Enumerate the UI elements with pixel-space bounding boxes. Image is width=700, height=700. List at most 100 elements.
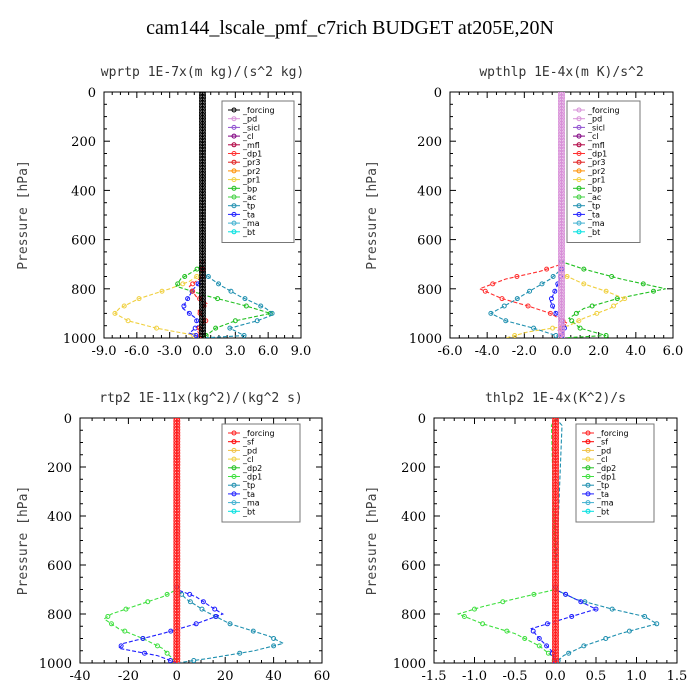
- legend-marker: [576, 116, 582, 122]
- series-marker: [250, 628, 256, 634]
- legend-marker: [576, 185, 582, 191]
- y-tick-label: 0: [64, 412, 72, 427]
- series-marker: [164, 591, 170, 597]
- series-marker: [185, 296, 191, 302]
- y-tick-label: 200: [417, 135, 442, 150]
- legend-marker: [576, 133, 582, 139]
- legend-label: _pr1: [587, 176, 605, 185]
- legend-label: _mfl: [587, 141, 605, 150]
- series-marker: [258, 303, 264, 309]
- series-marker: [578, 599, 584, 605]
- series-marker: [603, 636, 609, 641]
- series-marker: [594, 310, 600, 316]
- legend-marker: [231, 151, 237, 156]
- legend-label: _forcing: [596, 429, 629, 438]
- y-tick-label: 800: [417, 283, 442, 298]
- series-marker: [136, 296, 142, 302]
- y-tick-label: 800: [71, 283, 96, 298]
- legend-label: _tp: [242, 202, 255, 211]
- series-marker: [194, 274, 200, 279]
- legend-marker: [585, 465, 591, 471]
- series-marker: [531, 591, 537, 597]
- x-tick-label: -1.0: [462, 669, 487, 684]
- y-tick-label: 200: [47, 461, 72, 476]
- series-marker: [199, 330, 206, 338]
- series-line-dp1: [103, 418, 178, 663]
- legend-label: _forcing: [587, 106, 620, 115]
- series-marker: [566, 650, 572, 656]
- series-marker: [228, 288, 234, 294]
- legend-marker: [231, 500, 237, 506]
- legend-label: _sf: [596, 438, 608, 447]
- legend-marker: [576, 211, 582, 217]
- legend-label: _bp: [242, 184, 257, 193]
- y-tick-label: 0: [418, 412, 426, 427]
- panel-title: thlp2 1E-4x(K^2)/s: [485, 391, 626, 406]
- legend-marker: [231, 439, 237, 445]
- series-marker: [576, 318, 582, 324]
- series-marker: [522, 636, 528, 641]
- series-marker: [181, 303, 187, 309]
- legend-marker: [231, 447, 237, 453]
- x-tick-label: 1.5: [667, 669, 688, 684]
- legend-label: _ma: [587, 219, 605, 228]
- legend-marker: [576, 229, 582, 235]
- y-tick-label: 400: [71, 184, 96, 199]
- series-marker: [182, 274, 188, 279]
- legend-marker: [231, 474, 237, 479]
- chart-panel-3: rtp2 1E-11x(kg^2)/(kg^2 s) Pressure [hPa]…: [16, 391, 330, 684]
- legend-label: _ma: [242, 219, 260, 228]
- x-tick-label: -0.5: [502, 669, 527, 684]
- legend-label: _ta: [587, 210, 600, 219]
- series-marker: [193, 333, 199, 338]
- series-marker: [500, 599, 506, 605]
- legend-marker: [576, 177, 582, 183]
- x-tick-label: 20: [217, 669, 234, 684]
- x-tick-label: 4.0: [625, 344, 646, 359]
- panel-title: wpthlp 1E-4x(m K)/s^2: [479, 65, 643, 80]
- series-marker: [553, 310, 559, 316]
- plot-area: [103, 418, 285, 663]
- x-tick-label: -40: [70, 669, 91, 684]
- series-marker: [581, 266, 587, 272]
- series-marker: [164, 650, 170, 656]
- series-marker: [180, 281, 186, 287]
- series-marker: [145, 599, 151, 605]
- legend: _forcing_sf_pd_cl_dp2_dp1_tp_ta_ma_bt: [575, 423, 655, 523]
- y-tick-label: 1000: [409, 332, 442, 347]
- x-tick-label: 0.0: [192, 344, 213, 359]
- legend-label: _pd: [596, 446, 611, 455]
- series-marker: [472, 606, 477, 612]
- legend-marker: [231, 482, 237, 488]
- series-marker: [552, 658, 559, 663]
- series-marker: [539, 281, 545, 287]
- series-marker: [581, 643, 587, 649]
- legend-label: _dp1: [596, 473, 616, 482]
- series-line-tp: [201, 92, 275, 338]
- series-marker: [199, 333, 206, 338]
- plot-area: [478, 92, 666, 338]
- legend-label: _ac: [587, 193, 601, 202]
- legend-label: _ma: [596, 499, 614, 508]
- x-tick-label: 2.0: [588, 344, 609, 359]
- series-marker: [581, 281, 587, 287]
- series-marker: [548, 296, 554, 302]
- series-marker: [154, 325, 160, 331]
- series-marker: [490, 281, 496, 287]
- legend-label: _forcing: [242, 429, 275, 438]
- legend-label: _dp1: [242, 150, 262, 159]
- legend-marker: [231, 177, 237, 183]
- legend-label: _sicl: [242, 123, 260, 132]
- series-marker: [159, 288, 165, 294]
- y-axis-label: Pressure [hPa]: [16, 160, 31, 270]
- series-marker: [642, 613, 648, 619]
- series-line-tp: [489, 92, 563, 338]
- series-marker: [480, 621, 486, 627]
- series-line-ta: [530, 418, 598, 663]
- series-marker: [503, 318, 509, 324]
- legend-marker: [231, 229, 237, 235]
- legend-marker: [231, 456, 237, 462]
- series-marker: [205, 274, 211, 279]
- series-marker: [112, 310, 118, 316]
